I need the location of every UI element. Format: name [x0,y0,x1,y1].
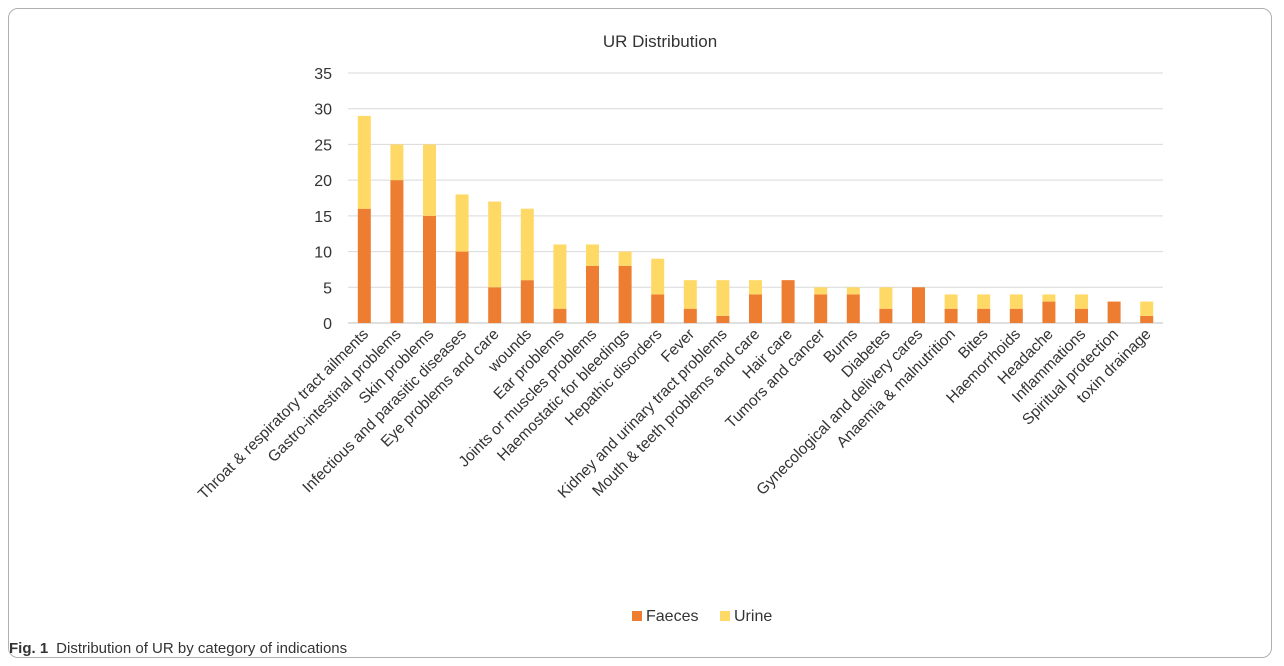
figure-frame [8,8,1272,658]
bar-faeces [618,265,632,323]
bar-urine [357,115,371,209]
y-tick-label: 30 [314,102,332,119]
bar-urine [749,280,762,295]
y-axis: 0 5 10 15 20 25 30 35 [314,66,332,333]
y-tick-label: 10 [314,245,332,262]
legend: Faeces Urine [632,608,772,625]
x-tick-label: Throat & respiratory tract ailments [195,326,372,503]
bar-faeces [716,315,730,323]
y-tick-label: 35 [314,66,332,83]
bar-faeces [520,280,534,323]
bar-faeces [423,215,436,323]
y-tick-label: 5 [323,280,332,297]
bar-faeces [390,180,404,323]
bar-faeces [977,308,991,323]
bar-urine [683,280,697,309]
bar-faeces [683,308,697,323]
bar-faeces [879,308,893,323]
bar-faeces [781,280,795,323]
bar-urine [944,294,958,309]
bar-urine [423,144,436,216]
bar-urine [879,287,893,309]
y-tick-label: 0 [323,316,332,333]
figure-caption: Fig. 1 Distribution of UR by category of … [9,640,347,657]
bar-urine [553,244,567,309]
y-tick-label: 15 [314,209,332,226]
bar-faeces [912,287,925,323]
bar-urine [586,244,599,266]
bar-faeces [1140,315,1154,323]
bar-faeces [1107,301,1121,323]
caption-label: Fig. 1 [9,640,49,657]
bar-faeces [586,265,599,323]
bar-faeces [1075,308,1088,323]
bar-faeces [1009,308,1023,323]
bar-faeces [814,294,828,323]
bar-urine [1009,294,1023,309]
bar-urine [455,194,469,252]
bar-urine [977,294,991,309]
y-tick-label: 25 [314,137,332,154]
bar-urine [1140,301,1154,316]
bar-urine [1042,294,1056,302]
bar-faeces [1042,301,1056,323]
bar-faeces [357,208,371,323]
bar-urine [846,287,860,295]
bar-urine [651,258,665,295]
bar-urine [488,201,502,288]
bar-urine [520,208,534,281]
bar-urine [716,280,730,316]
bar-faeces [944,308,958,323]
bar-faeces [553,308,567,323]
bar-faeces [455,251,469,323]
gridlines [348,72,1163,324]
bar-faeces [488,287,502,323]
bar-faeces [749,294,762,323]
x-axis: Throat & respiratory tract ailmentsGastr… [195,326,1154,503]
legend-swatch-urine [720,611,730,621]
chart: UR Distribution 0 5 10 15 20 25 30 35 Throat & … [195,32,1163,625]
legend-label: Urine [734,608,772,625]
legend-label: Faeces [646,608,698,625]
bar-urine [1075,294,1088,309]
y-tick-label: 20 [314,173,332,190]
legend-swatch-faeces [632,611,642,621]
bar-urine [814,287,828,295]
chart-title: UR Distribution [603,32,717,51]
bars [357,115,1154,323]
bar-faeces [651,294,665,323]
bar-urine [618,251,632,266]
caption-text: Distribution of UR by category of indica… [56,640,348,657]
bar-faeces [846,294,860,323]
bar-urine [390,144,404,181]
